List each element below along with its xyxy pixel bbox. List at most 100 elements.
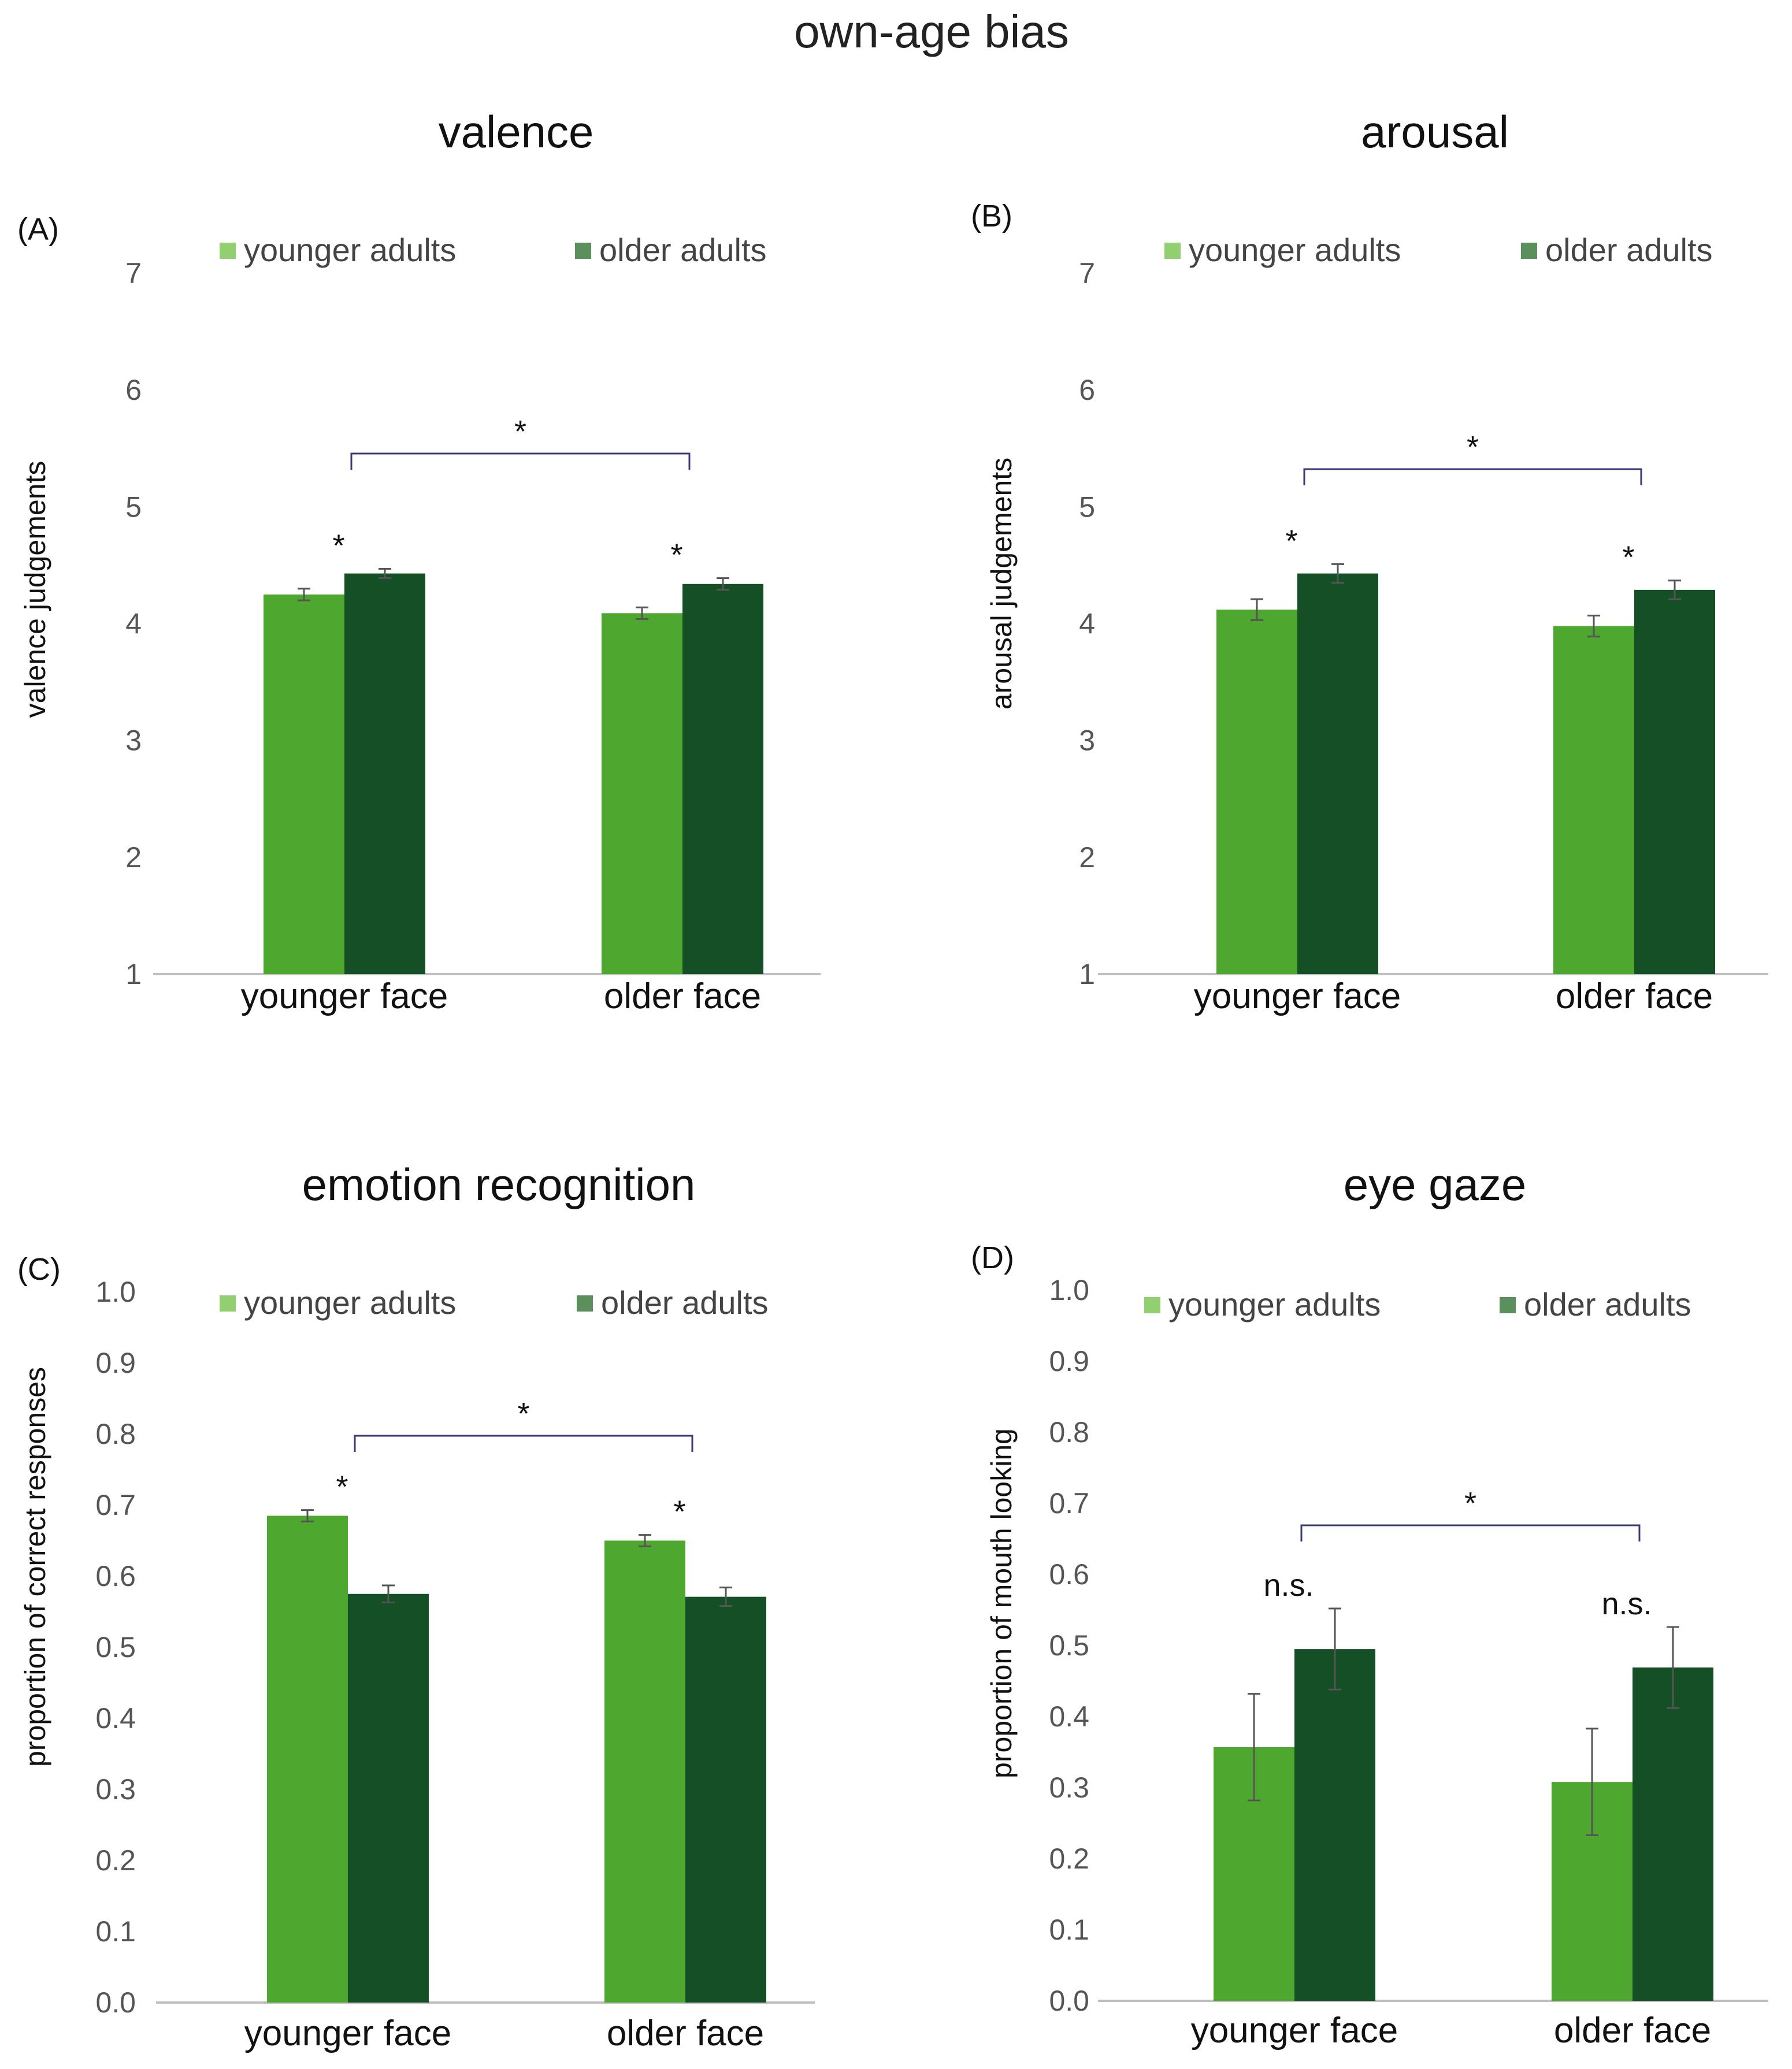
y-tick-label: 0.2 — [1049, 1843, 1089, 1875]
error-bar — [1587, 614, 1600, 638]
y-tick-label: 4 — [1079, 608, 1095, 640]
legend-swatch-older — [575, 243, 591, 259]
y-tick-label: 0.9 — [95, 1347, 136, 1379]
error-bar — [636, 606, 648, 620]
y-tick-label: 0.6 — [1049, 1558, 1089, 1591]
panel-title: emotion recognition — [302, 1159, 696, 1210]
y-tick-label: 7 — [125, 257, 142, 289]
y-tick-label: 3 — [1079, 725, 1095, 757]
bar-older-adults-younger-face — [348, 1593, 429, 2003]
bar-older-adults-older-face — [1634, 589, 1715, 974]
error-bar — [1668, 580, 1681, 600]
y-tick-label: 0.3 — [95, 1773, 136, 1806]
y-tick-label: 0.1 — [1049, 1914, 1089, 1946]
legend-swatch-younger — [1144, 1297, 1160, 1313]
significance-bracket — [1300, 1524, 1641, 1541]
error-bar — [717, 577, 729, 591]
group-significance-mark: * — [1285, 523, 1297, 558]
bar-younger-adults-older-face — [602, 613, 682, 974]
group-significance-mark: * — [1622, 540, 1634, 575]
y-tick-label: 0.0 — [1049, 1985, 1089, 2017]
y-tick-label: 0.8 — [95, 1418, 136, 1450]
x-category-label: younger face — [1194, 976, 1401, 1016]
x-category-label: older face — [1556, 976, 1713, 1016]
bar-older-adults-younger-face — [1294, 1649, 1375, 2001]
error-bar — [1667, 1626, 1679, 1709]
y-axis-title: proportion of correct responses — [19, 1367, 51, 1767]
x-category-label: younger face — [244, 2014, 451, 2053]
error-bar — [301, 1509, 314, 1522]
y-tick-label: 0.5 — [95, 1631, 136, 1663]
error-bar — [379, 567, 391, 580]
error-bar — [1329, 1607, 1341, 1691]
chart-panel-c: (C) emotion recognition proportion of corr… — [17, 1159, 815, 2053]
y-axis-title: proportion of mouth looking — [985, 1428, 1018, 1778]
legend-swatch-older — [1521, 243, 1537, 259]
y-tick-label: 6 — [1079, 374, 1095, 406]
chart-panel-d: (D) eye gaze proportion of mouth looking 0.… — [971, 1159, 1768, 2051]
bar-younger-adults-older-face — [604, 1540, 685, 2003]
panel-title: arousal — [1361, 106, 1509, 157]
bar-younger-adults-younger-face — [264, 594, 344, 974]
y-tick-label: 1 — [1079, 958, 1095, 990]
y-tick-label: 0.6 — [95, 1560, 136, 1592]
bar-younger-adults-older-face — [1553, 626, 1634, 974]
bar-older-adults-older-face — [685, 1596, 766, 2003]
figure-title: own-age bias — [794, 6, 1069, 57]
bar-older-adults-older-face — [1633, 1667, 1713, 2001]
y-tick-label: 0.2 — [95, 1844, 136, 1877]
legend-label-younger: younger adults — [244, 1284, 456, 1321]
bracket-significance-mark: * — [1464, 1486, 1476, 1521]
y-tick-label: 0.3 — [1049, 1771, 1089, 1804]
legend-swatch-younger — [220, 243, 236, 259]
y-tick-label: 7 — [1079, 257, 1095, 289]
y-tick-label: 1.0 — [1049, 1274, 1089, 1306]
y-tick-label: 1.0 — [95, 1276, 136, 1308]
x-category-label: younger face — [241, 976, 448, 1016]
legend-label-older: older adults — [1524, 1286, 1691, 1323]
chart-panel-b: (B) arousal arousal judgements 1 2 3 4 5 6 7 young… — [971, 106, 1768, 1016]
legend-label-younger: younger adults — [1189, 232, 1401, 268]
x-category-label: younger face — [1191, 2011, 1398, 2051]
error-bar — [1248, 1693, 1260, 1801]
y-tick-label: 4 — [125, 608, 142, 640]
y-tick-label: 1 — [125, 958, 142, 990]
legend-label-older: older adults — [601, 1284, 769, 1321]
legend-swatch-younger — [220, 1295, 236, 1312]
group-significance-mark: * — [673, 1495, 685, 1529]
y-tick-label: 0.5 — [1049, 1629, 1089, 1662]
x-category-label: older face — [607, 2014, 764, 2053]
bar-younger-adults-younger-face — [1216, 610, 1297, 974]
error-bar — [639, 1534, 651, 1547]
y-tick-label: 2 — [125, 841, 142, 874]
bar-younger-adults-younger-face — [267, 1515, 348, 2003]
bar-older-adults-younger-face — [1297, 573, 1378, 974]
y-tick-label: 6 — [125, 374, 142, 406]
y-tick-label: 0.7 — [1049, 1487, 1089, 1520]
y-tick-label: 5 — [1079, 491, 1095, 523]
group-significance-mark: * — [336, 1470, 348, 1505]
bracket-significance-mark: * — [514, 414, 526, 449]
bracket-significance-mark: * — [517, 1396, 529, 1431]
x-category-label: older face — [1554, 2011, 1711, 2051]
group-significance-mark: * — [670, 538, 682, 573]
y-axis-title: valence judgements — [19, 461, 51, 718]
y-tick-label: 2 — [1079, 841, 1095, 874]
group-significance-mark: n.s. — [1263, 1568, 1314, 1603]
significance-bracket — [1303, 468, 1642, 485]
panel-label: (A) — [17, 212, 59, 247]
error-bar — [382, 1584, 395, 1604]
legend-label-younger: younger adults — [244, 232, 456, 268]
y-tick-label: 0.4 — [1049, 1700, 1089, 1733]
legend-label-older: older adults — [1545, 232, 1713, 268]
y-tick-label: 0.4 — [95, 1702, 136, 1734]
y-tick-label: 0.9 — [1049, 1345, 1089, 1377]
error-bar — [719, 1587, 732, 1607]
bar-older-adults-older-face — [682, 584, 763, 974]
legend-swatch-older — [1500, 1297, 1516, 1313]
panel-label: (C) — [17, 1252, 61, 1287]
error-bar — [298, 588, 310, 601]
y-tick-label: 0.8 — [1049, 1416, 1089, 1448]
legend-swatch-older — [577, 1295, 593, 1312]
